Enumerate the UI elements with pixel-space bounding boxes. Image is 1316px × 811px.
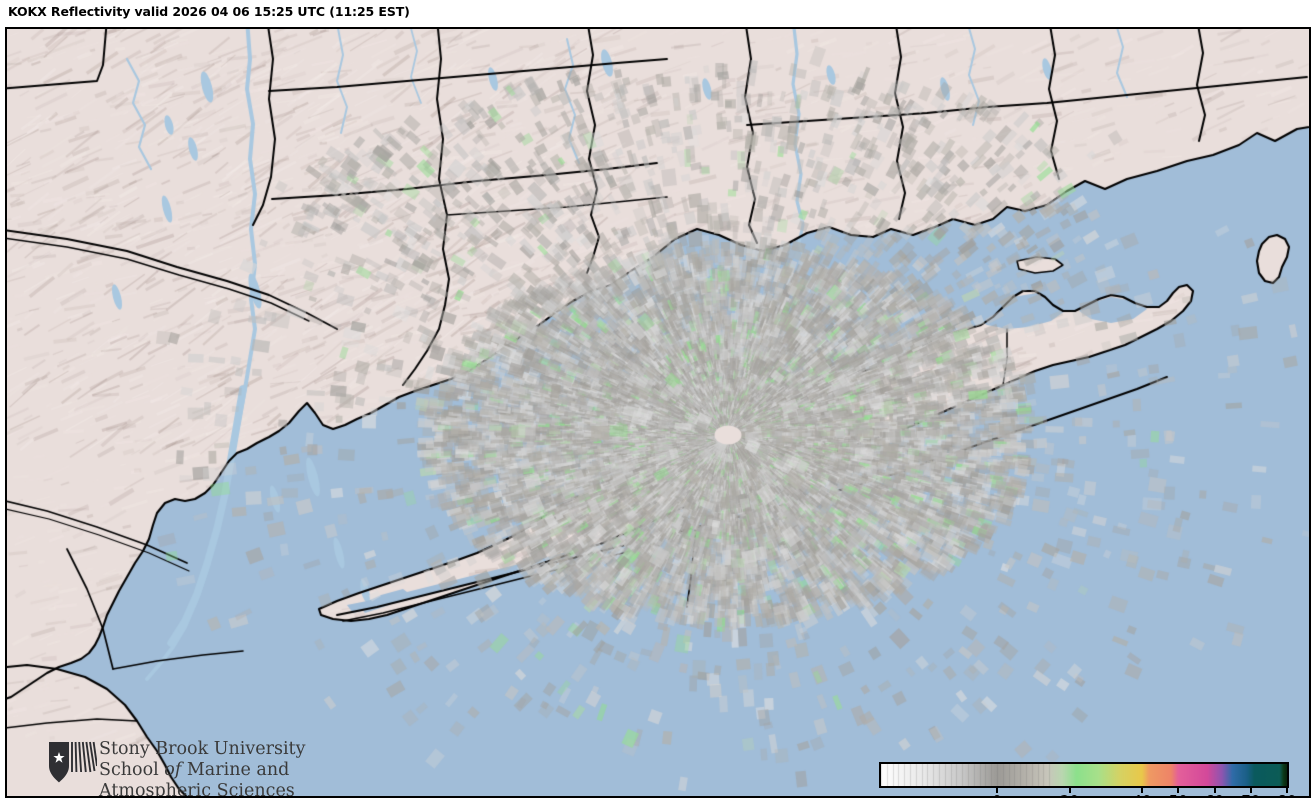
colorbar-tick — [1286, 788, 1288, 793]
colorbar-tick-axis: 0 20 40 50 60 70 80 — [879, 788, 1297, 796]
colorbar-gradient — [881, 764, 1287, 786]
colorbar-tick — [1249, 788, 1252, 793]
colorbar-tick-label: 50 — [1169, 792, 1188, 796]
reflectivity-colorbar[interactable]: 0 20 40 50 60 70 80 — [879, 762, 1297, 796]
colorbar-tick-label: 20 — [1060, 792, 1079, 796]
colorbar-tick — [1177, 788, 1180, 793]
colorbar-tick — [1213, 788, 1216, 793]
colorbar-box — [879, 762, 1289, 788]
colorbar-tick-label: 70 — [1241, 792, 1260, 796]
colorbar-tick-label: 40 — [1132, 792, 1151, 796]
radar-map-frame[interactable]: Stony Brook University School of Marine … — [5, 27, 1311, 798]
colorbar-tick — [1068, 788, 1071, 793]
colorbar-tick-label: 60 — [1205, 792, 1224, 796]
colorbar-tick-label: 0 — [992, 792, 1002, 796]
page-title: KOKX Reflectivity valid 2026 04 06 15:25… — [8, 4, 410, 19]
colorbar-tick — [996, 788, 998, 793]
title-bar: KOKX Reflectivity valid 2026 04 06 15:25… — [0, 0, 1316, 27]
radar-reflectivity-map[interactable] — [7, 29, 1309, 796]
colorbar-tick-label: 80 — [1277, 792, 1296, 796]
colorbar-tick — [1141, 788, 1143, 793]
